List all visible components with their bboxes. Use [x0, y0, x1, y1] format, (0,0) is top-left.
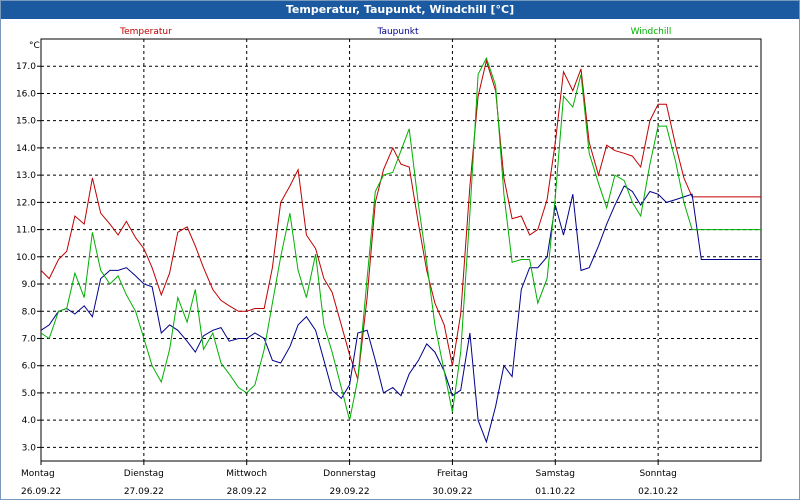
y-axis-label: °C: [29, 41, 40, 51]
y-tick-label: 13.0: [16, 171, 36, 181]
x-tick-day: Dienstag: [124, 469, 164, 479]
x-tick-day: Donnerstag: [323, 469, 376, 479]
y-tick-label: 3.0: [22, 443, 37, 453]
y-tick-label: 5.0: [22, 389, 37, 399]
x-tick-day: Montag: [21, 469, 55, 479]
x-tick-date: 02.10.22: [638, 487, 678, 497]
y-tick-label: 6.0: [22, 362, 37, 372]
x-tick-date: 30.09.22: [432, 487, 472, 497]
x-tick-date: 28.09.22: [227, 487, 267, 497]
x-tick-date: 26.09.22: [21, 487, 61, 497]
x-tick-day: Freitag: [437, 469, 468, 479]
x-tick-date: 01.10.22: [535, 487, 575, 497]
legend-taupunkt: Taupunkt: [376, 27, 419, 37]
y-tick-label: 14.0: [16, 144, 36, 154]
series-line-windchill: [40, 56, 761, 421]
x-tick-day: Samstag: [536, 469, 575, 479]
y-tick-label: 12.0: [16, 198, 36, 208]
y-tick-label: 9.0: [22, 280, 37, 290]
x-tick-date: 27.09.22: [124, 487, 164, 497]
x-tick-date: 29.09.22: [330, 487, 370, 497]
y-tick-label: 11.0: [16, 226, 36, 236]
legend-temperatur: Temperatur: [119, 27, 172, 37]
x-tick-day: Sonntag: [639, 469, 676, 479]
grid-lines: [41, 39, 761, 461]
x-tick-day: Mittwoch: [226, 469, 267, 479]
y-tick-label: 17.0: [16, 62, 36, 72]
series-group: [40, 56, 761, 444]
series-line-taupunkt: [40, 185, 761, 444]
x-axis: Montag 26.09.22 Dienstag 27.09.22 Mittwoch 28…: [21, 461, 678, 497]
y-axis: 3.0 4.0 5.0 6.0 7.0 8.0 9.0 10.0 11.0 12.0 13.0 14.…: [16, 62, 41, 453]
y-tick-label: 15.0: [16, 117, 36, 127]
y-tick-label: 8.0: [22, 307, 37, 317]
y-tick-label: 16.0: [16, 89, 36, 99]
plot-area: [40, 38, 762, 462]
y-tick-label: 7.0: [22, 334, 37, 344]
series-line-temperatur: [40, 58, 761, 380]
y-tick-label: 4.0: [22, 416, 37, 426]
y-tick-label: 10.0: [16, 253, 36, 263]
legend-windchill: Windchill: [631, 27, 672, 37]
chart-title: Temperatur, Taupunkt, Windchill [°C]: [1, 1, 799, 19]
